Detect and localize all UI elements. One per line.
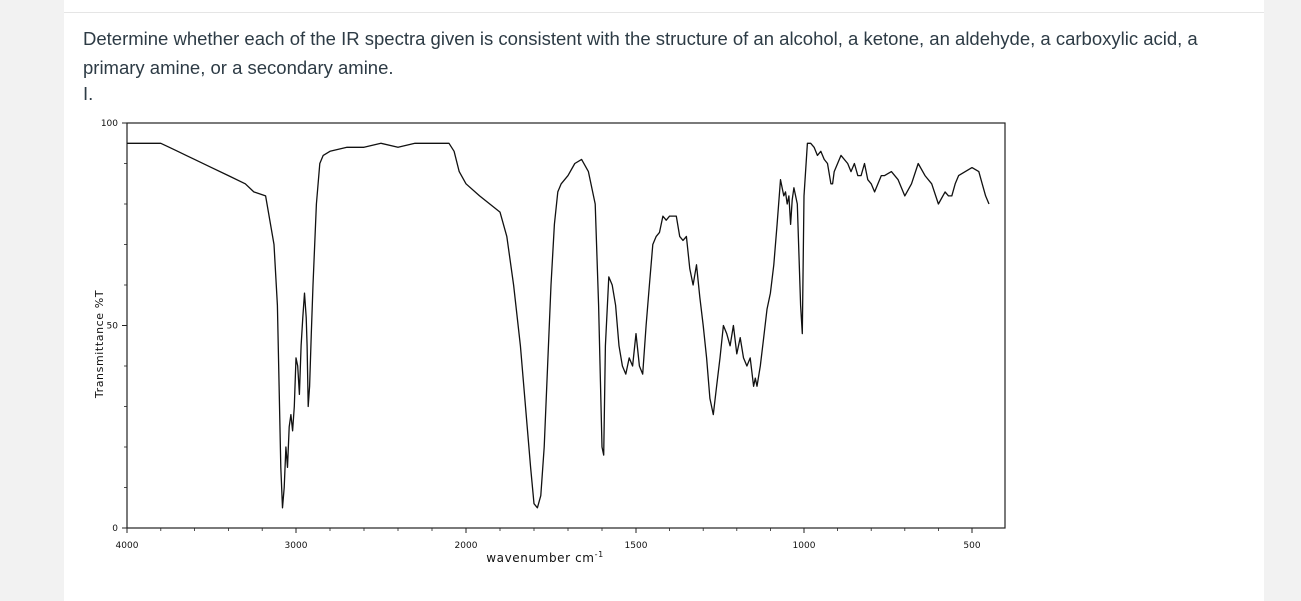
x-axis-label: wavenumber cm-1 [486, 550, 604, 565]
x-tick-label: 4000 [116, 541, 139, 551]
x-tick-label: 500 [963, 541, 980, 551]
y-tick-label: 50 [107, 322, 119, 332]
chart-tick-labels: 0 50 100 4000 3000 2000 1500 1000 500 [101, 119, 981, 551]
y-tick-label: 0 [112, 524, 118, 534]
spectrum-line [127, 142, 990, 509]
x-tick-label: 3000 [285, 541, 308, 551]
part-label: I. [83, 83, 94, 104]
chart-ticks [122, 122, 973, 533]
chart-axes [126, 122, 1006, 529]
x-tick-label: 2000 [455, 541, 478, 551]
x-tick-label: 1500 [625, 541, 648, 551]
x-tick-label: 1000 [793, 541, 816, 551]
divider [64, 12, 1264, 13]
question-text: Determine whether each of the IR spectra… [83, 28, 1198, 78]
plot-frame [126, 122, 1006, 529]
y-axis-label: Transmittance %T [93, 290, 106, 399]
y-tick-label: 100 [101, 119, 118, 129]
content-card: Determine whether each of the IR spectra… [64, 0, 1264, 601]
